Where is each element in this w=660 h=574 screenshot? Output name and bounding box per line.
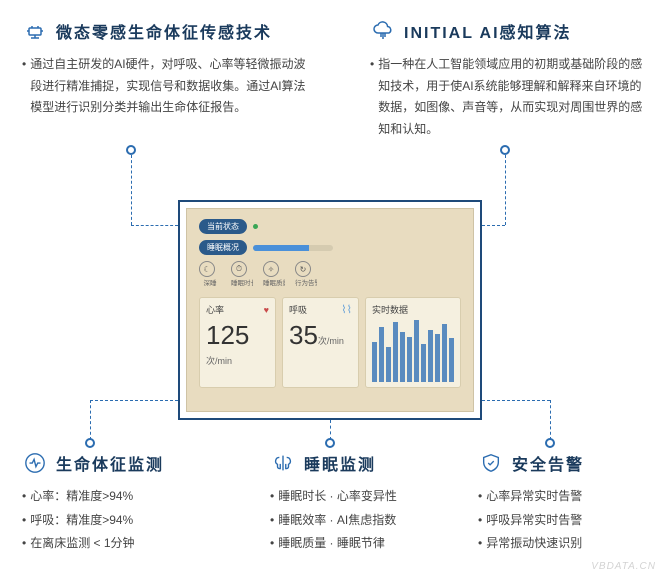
header: 生命体征监测	[22, 450, 222, 476]
sensor-chip-icon	[22, 18, 48, 44]
bullet: 异常振动快速识别	[486, 533, 582, 555]
ai-cloud-icon	[370, 18, 396, 44]
bar	[379, 327, 384, 382]
card-value: 125	[206, 320, 249, 350]
bullet: 在离床监测 < 1分钟	[30, 533, 134, 555]
card-label: 实时数据	[372, 303, 408, 316]
title: 生命体征监测	[56, 451, 164, 475]
device-panel: 当前状态 睡眠概况 ☾深睡 ⏱睡眠时长 ✧睡眠质量 ↻行为告警统计 心率 ♥ 125 次…	[178, 200, 482, 420]
bar-chart	[372, 322, 454, 382]
sleep-tag: 睡眠概况	[199, 240, 247, 255]
device-screen: 当前状态 睡眠概况 ☾深睡 ⏱睡眠时长 ✧睡眠质量 ↻行为告警统计 心率 ♥ 125 次…	[186, 208, 474, 412]
title: 微态零感生命体征传感技术	[56, 19, 272, 43]
lungs-icon: ⌇⌇	[341, 303, 352, 316]
bar	[400, 332, 405, 382]
bullet: 呼吸异常实时告警	[486, 510, 582, 532]
bullet: 睡眠质量 · 睡眠节律	[278, 533, 385, 555]
bar	[407, 337, 412, 382]
status-row: 当前状态	[199, 219, 461, 234]
header: 微态零感生命体征传感技术	[22, 18, 317, 44]
sleep-bar	[253, 245, 333, 251]
mini-icon-item: ☾深睡	[199, 261, 221, 287]
status-tag: 当前状态	[199, 219, 247, 234]
realtime-card: 实时数据	[365, 297, 461, 388]
bar	[428, 330, 433, 382]
bar	[386, 347, 391, 382]
bar	[449, 338, 454, 382]
paragraph: 指一种在人工智能领域应用的初期或基础阶段的感知技术，用于使AI系统能够理解和解释…	[378, 54, 650, 140]
bar	[393, 322, 398, 382]
title: 睡眠监测	[304, 451, 376, 475]
bar	[442, 324, 447, 382]
card-value: 35	[289, 320, 318, 350]
bar	[414, 320, 419, 382]
header: INITIAL AI感知算法	[370, 18, 650, 44]
body: •心率异常实时告警 •呼吸异常实时告警 •异常振动快速识别	[478, 486, 653, 555]
watermark: VBDATA.CN	[591, 561, 656, 572]
status-light	[253, 224, 258, 229]
card-label: 呼吸	[289, 303, 307, 316]
metric-cards: 心率 ♥ 125次/min 呼吸 ⌇⌇ 35次/min 实时数据	[199, 297, 461, 388]
sleep-row: 睡眠概况	[199, 240, 461, 255]
feature-bottom-mid: 睡眠监测 •睡眠时长 · 心率变异性 •睡眠效率 · AI焦虑指数 •睡眠质量 …	[270, 450, 455, 557]
title: INITIAL AI感知算法	[404, 19, 572, 43]
heartbeat-icon	[22, 450, 48, 476]
heart-card: 心率 ♥ 125 次/min	[199, 297, 276, 388]
bullet: 心率异常实时告警	[486, 486, 582, 508]
header: 睡眠监测	[270, 450, 455, 476]
card-label: 心率	[206, 303, 224, 316]
bullet: 睡眠效率 · AI焦虑指数	[278, 510, 396, 532]
paragraph: 通过自主研发的AI硬件，对呼吸、心率等轻微振动波段进行精准捕捉，实现信号和数据收…	[30, 54, 317, 119]
card-unit: 次/min	[318, 336, 344, 346]
feature-top-left: 微态零感生命体征传感技术 •通过自主研发的AI硬件，对呼吸、心率等轻微振动波段进…	[22, 18, 317, 121]
bar	[435, 334, 440, 382]
body: •通过自主研发的AI硬件，对呼吸、心率等轻微振动波段进行精准捕捉，实现信号和数据…	[22, 54, 317, 119]
sleep-brain-icon	[270, 450, 296, 476]
bullet: 呼吸：精准度>94%	[30, 510, 133, 532]
bullet: 睡眠时长 · 心率变异性	[278, 486, 397, 508]
mini-icon-item: ↻行为告警统计	[295, 261, 317, 287]
feature-bottom-right: 安全告警 •心率异常实时告警 •呼吸异常实时告警 •异常振动快速识别	[478, 450, 653, 557]
mini-icons: ☾深睡 ⏱睡眠时长 ✧睡眠质量 ↻行为告警统计	[199, 261, 461, 287]
feature-bottom-left: 生命体征监测 •心率：精准度>94% •呼吸：精准度>94% •在离床监测 < …	[22, 450, 222, 557]
bullet: 心率：精准度>94%	[30, 486, 133, 508]
mini-icon-item: ✧睡眠质量	[263, 261, 285, 287]
feature-top-right: INITIAL AI感知算法 •指一种在人工智能领域应用的初期或基础阶段的感知技…	[370, 18, 650, 142]
body: •睡眠时长 · 心率变异性 •睡眠效率 · AI焦虑指数 •睡眠质量 · 睡眠节…	[270, 486, 455, 555]
card-unit: 次/min	[206, 356, 232, 366]
bar	[372, 342, 377, 382]
shield-icon	[478, 450, 504, 476]
mini-icon-item: ⏱睡眠时长	[231, 261, 253, 287]
body: •心率：精准度>94% •呼吸：精准度>94% •在离床监测 < 1分钟	[22, 486, 222, 555]
header: 安全告警	[478, 450, 653, 476]
breath-card: 呼吸 ⌇⌇ 35次/min	[282, 297, 359, 388]
title: 安全告警	[512, 451, 584, 475]
heart-icon: ♥	[264, 305, 269, 315]
body: •指一种在人工智能领域应用的初期或基础阶段的感知技术，用于使AI系统能够理解和解…	[370, 54, 650, 140]
bar	[421, 344, 426, 382]
